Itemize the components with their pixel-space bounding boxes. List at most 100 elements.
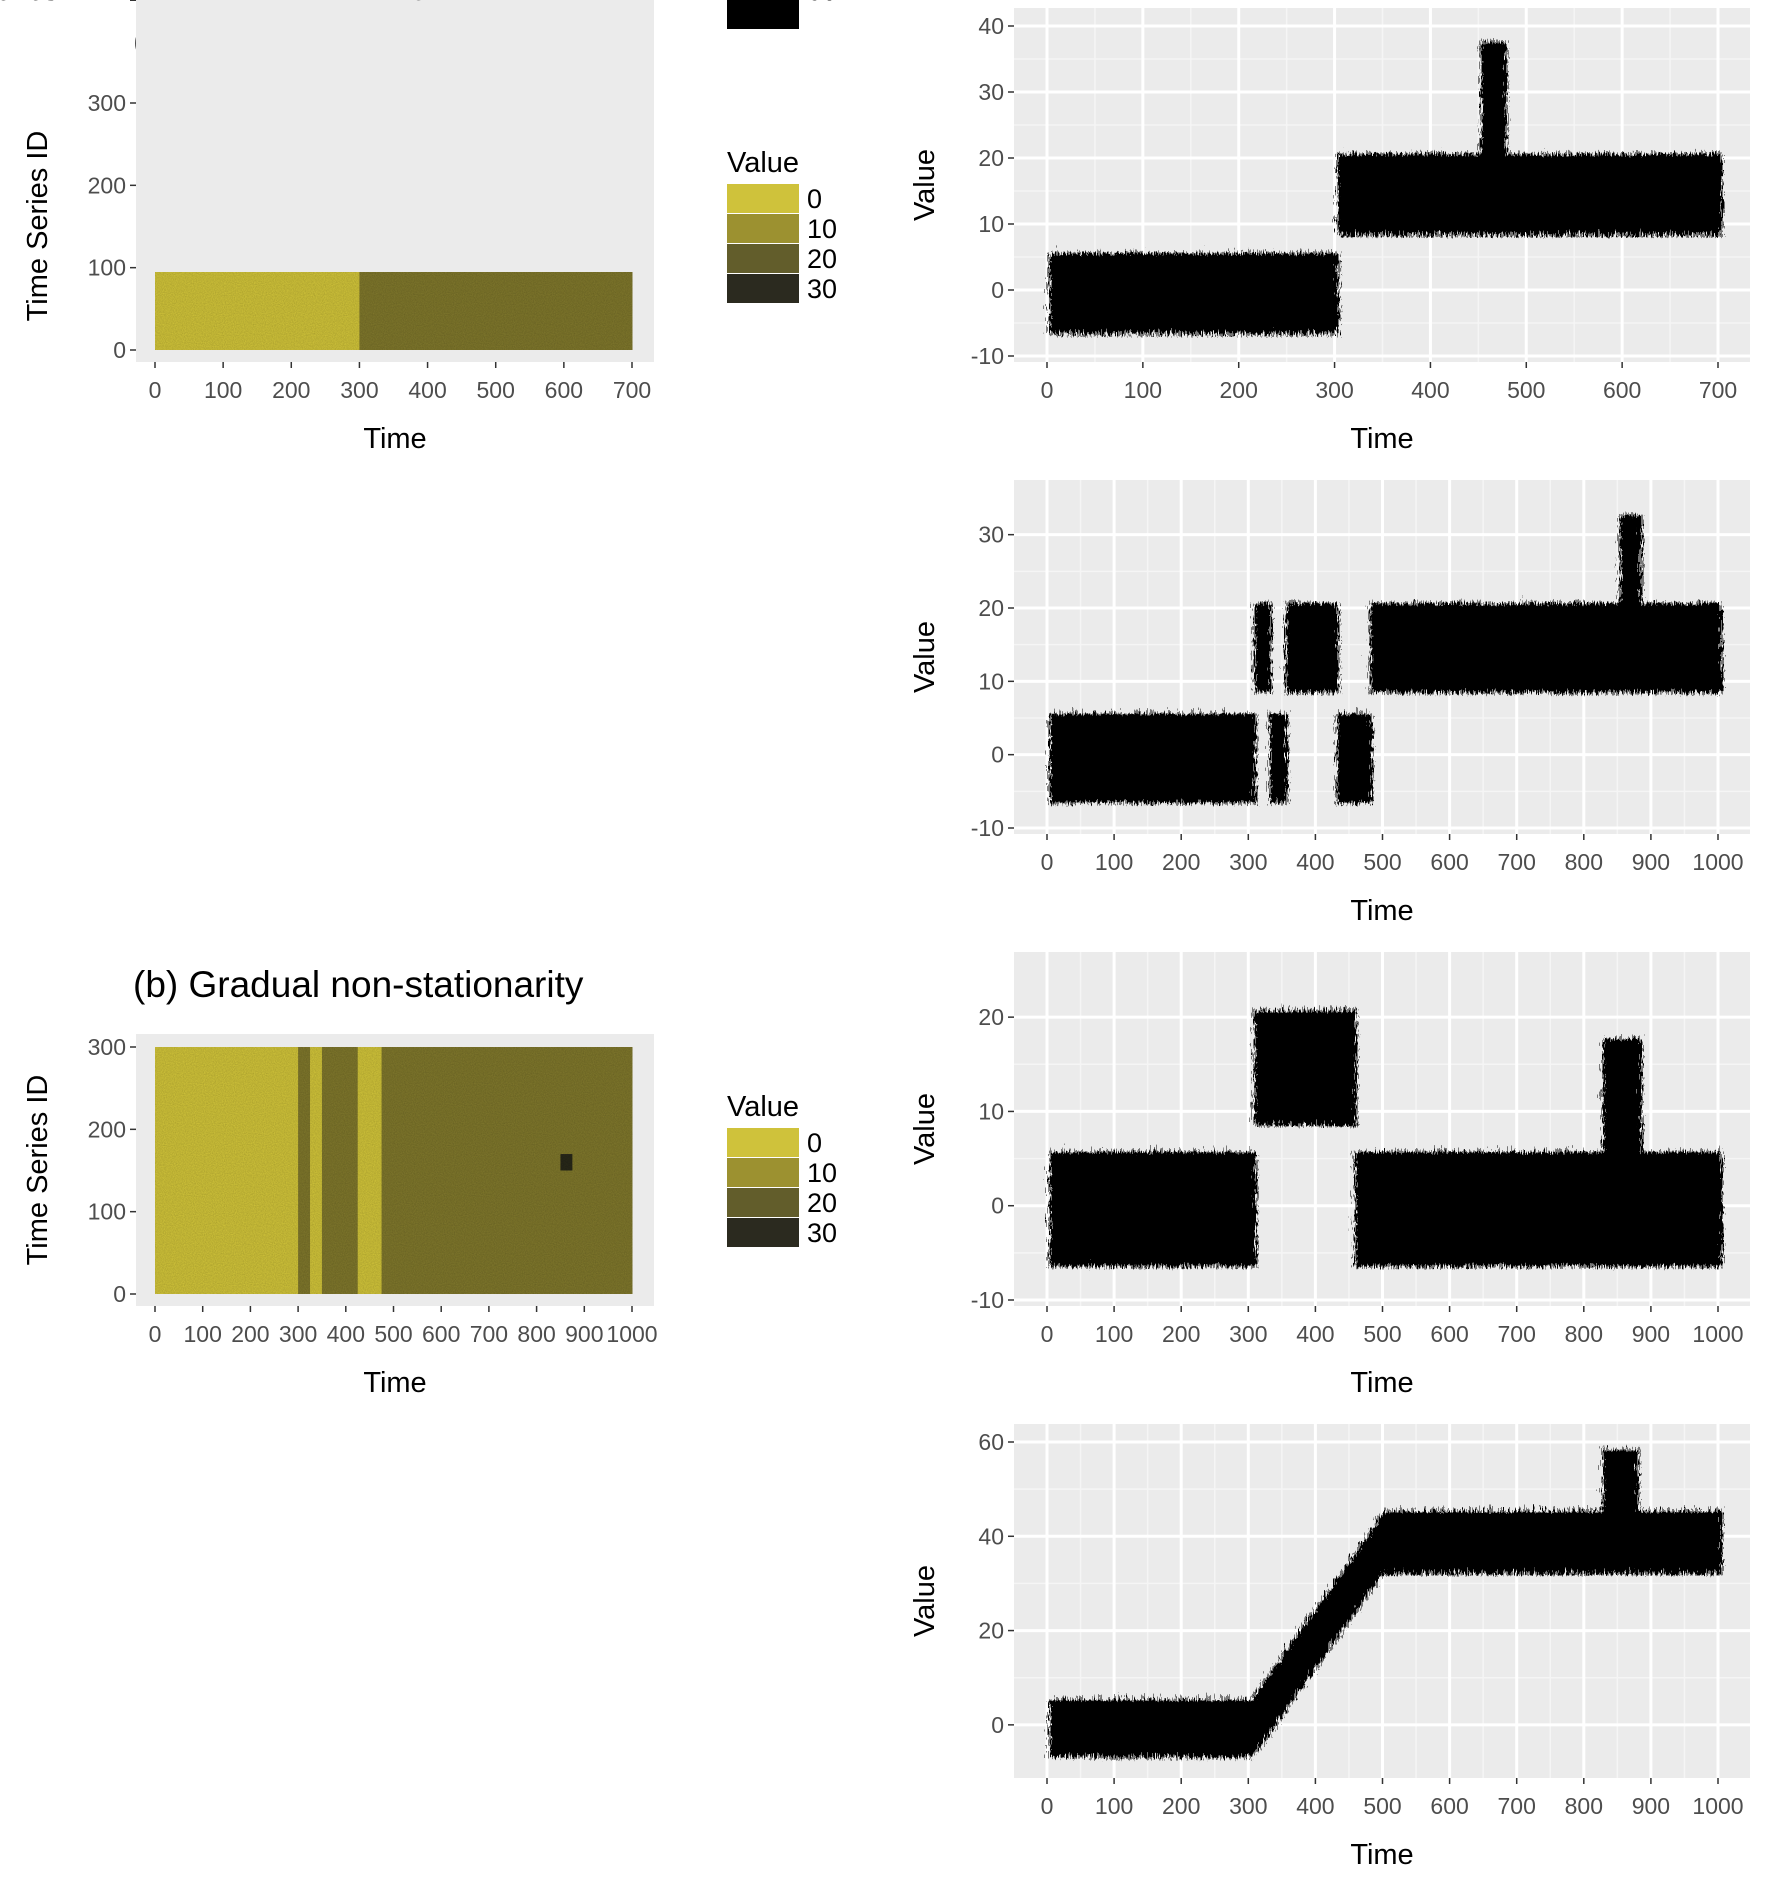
line-panel-b-lines: 0 100 200 300 400 500 600 700 800 900 1000 -10 0 10 20… [909,480,1750,927]
x-tick-label: 400 [1411,377,1449,403]
heatmap-region [381,1047,633,1294]
x-axis-title: Time [363,1367,426,1399]
x-tick-label: 500 [1363,1321,1401,1347]
series-band [1599,1035,1639,1264]
heatmap-region [321,1047,359,1294]
y-tick-label: 300 [88,0,126,5]
y-axis-title: Value [909,1565,941,1637]
y-tick-label: 40 [978,1523,1004,1549]
x-axis-title: Time [363,0,426,7]
y-tick-label: 10 [978,1098,1004,1124]
x-tick-label: 1000 [1692,1321,1743,1347]
y-axis-title: Time Series ID [0,0,95,7]
y-axis-title: Time Series ID [0,0,95,7]
legend-label: 40 [807,0,837,6]
y-tick-label: 300 [88,90,126,116]
y-tick-label: 200 [88,0,126,5]
y-tick-label: 100 [88,1199,126,1225]
series-band [1046,1695,1250,1755]
x-tick-label: 200 [231,0,269,5]
y-tick-label: 10 [978,211,1004,237]
x-axis-title: Time [1350,1367,1413,1399]
x-tick-label: 300 [1229,1793,1267,1819]
line-panel-c-lines: 0 100 200 300 400 500 600 700 800 900 1000 -10 0 10 20… [909,952,1750,1399]
x-tick-label: 300 [279,1321,317,1347]
y-tick-label: 200 [88,172,126,198]
legend-swatch [727,184,799,213]
series-bands [1046,1006,1719,1264]
series-bands [1046,38,1719,331]
series-bands [1046,1445,1719,1757]
x-tick-label: 300 [340,377,378,403]
x-tick-label: 900 [565,1321,603,1347]
y-tick-label: 0 [991,277,1004,303]
legend-title: Value [727,147,799,179]
x-tick-label: 800 [1565,849,1603,875]
x-tick-label: 600 [545,377,583,403]
x-tick-label: 500 [374,0,412,5]
y-tick-label: 0 [991,1193,1004,1219]
y-tick-label: 0 [113,1281,126,1307]
legend-label: 0 [807,0,822,6]
x-tick-label: 1000 [1692,849,1743,875]
plot-background [136,0,654,272]
legend-swatch [727,0,799,29]
x-tick-label: 0 [149,0,162,5]
legend-label: 20 [807,0,837,6]
heatmap-region [310,1047,323,1294]
legend-label: 0 [807,1128,822,1158]
legend-label: 20 [807,0,837,6]
y-tick-label: 0 [113,0,126,5]
series-bands [1046,511,1719,800]
panel-title: (b) Gradual non-stationarity [133,964,584,1005]
x-tick-label: 300 [279,0,317,5]
x-tick-label: 800 [1565,1793,1603,1819]
x-tick-label: 700 [613,377,651,403]
x-tick-label: 0 [149,1321,162,1347]
x-tick-label: 200 [231,1321,269,1347]
heatmap-tiles [155,1047,633,1294]
y-tick-label: 300 [88,1034,126,1060]
x-axis-title: Time [1350,1839,1413,1871]
x-tick-label: 900 [1632,1321,1670,1347]
y-axis-title: Value [909,149,941,221]
heatmap-panel-d: (a) Incremental non-stationarity01002003… [0,0,837,272]
series-band [1046,709,1253,800]
heatmap-region [155,1047,299,1294]
x-tick-label: 800 [517,1321,555,1347]
line-panel-a-lines: 0 100 200 300 400 500 600 700 -10 0 10 20 30 40 Time Va… [909,8,1750,455]
y-tick-label: 20 [978,145,1004,171]
y-tick-label: 200 [88,0,126,5]
y-axis-title: Time Series ID [22,1075,54,1266]
x-tick-label: 400 [1296,1793,1334,1819]
x-tick-label: 500 [1507,377,1545,403]
x-tick-label: 100 [1095,1321,1133,1347]
y-tick-label: 20 [978,1004,1004,1030]
series-band [1599,1445,1636,1571]
x-tick-label: 600 [1430,1793,1468,1819]
x-tick-label: 200 [1162,1793,1200,1819]
y-tick-label: 0 [113,0,126,5]
x-tick-label: 0 [1041,1321,1054,1347]
y-tick-label: 100 [88,0,126,5]
x-axis-title: Time [363,423,426,455]
heatmap-region [357,1047,383,1294]
x-tick-label: 300 [1315,377,1353,403]
y-tick-label: 100 [88,255,126,281]
x-tick-label: 400 [1296,1321,1334,1347]
x-tick-label: 200 [1220,377,1258,403]
series-band [1366,599,1719,690]
series-band [1282,599,1336,690]
legend-swatch [727,1188,799,1217]
legend-label: 10 [807,214,837,244]
series-band [1381,1507,1719,1571]
x-tick-label: 600 [1430,849,1468,875]
legend-label: 0 [807,0,822,6]
x-tick-label: 700 [1498,1793,1536,1819]
x-tick-label: 100 [1095,849,1133,875]
x-tick-label: 700 [470,1321,508,1347]
